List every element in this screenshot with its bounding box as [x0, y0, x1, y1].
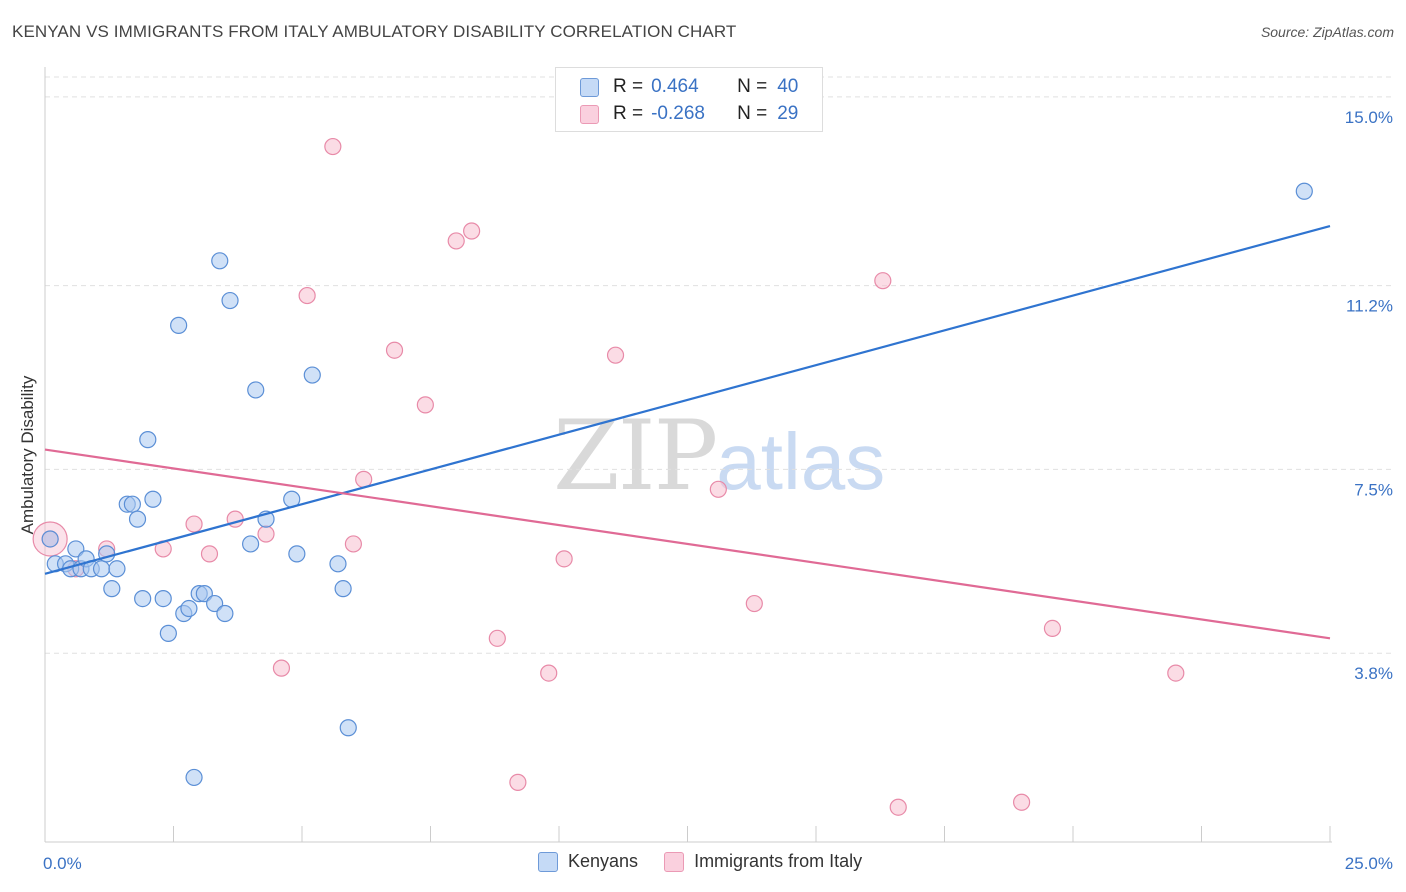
y-tick-label: 11.2% — [1346, 297, 1393, 316]
point-italy — [272, 659, 291, 677]
legend-r-label: R = — [613, 103, 644, 124]
x-tick-label: 25.0% — [1345, 854, 1393, 873]
tick-labels: 15.0% 11.2% 7.5% 3.8% 0.0% 25.0% — [43, 108, 1393, 873]
y-tick-label: 7.5% — [1354, 480, 1393, 499]
point-italy — [1012, 793, 1031, 811]
point-italy — [200, 545, 219, 563]
legend-swatch-pink — [664, 851, 685, 872]
point-italy — [540, 664, 558, 682]
point-italy — [416, 396, 434, 414]
source-label: Source: ZipAtlas.com — [1260, 24, 1394, 40]
point-kenyan — [170, 316, 188, 334]
legend-r-label: R = — [613, 76, 644, 97]
legend-item-italy[interactable]: Immigrants from Italy — [664, 851, 862, 872]
point-kenyan — [123, 495, 141, 513]
legend-swatch-blue — [538, 851, 558, 872]
trend-line-kenyans — [44, 224, 1331, 575]
point-kenyan — [108, 560, 126, 578]
point-kenyan — [67, 540, 85, 558]
point-kenyan — [334, 580, 352, 598]
grid — [45, 76, 1392, 654]
legend-swatch-pink — [580, 104, 599, 124]
legend-row-italy: R = -0.268 N = 29 — [580, 101, 798, 127]
point-kenyan — [242, 535, 260, 553]
y-tick-label: 3.8% — [1354, 664, 1393, 683]
point-italy — [874, 272, 892, 290]
y-tick-label: 15.0% — [1345, 108, 1393, 127]
point-kenyan — [154, 589, 172, 608]
trend-lines — [44, 224, 1331, 640]
point-italy — [709, 480, 727, 498]
point-italy — [555, 550, 573, 568]
legend-swatch-blue — [580, 77, 599, 97]
point-kenyan — [103, 580, 121, 598]
trend-line-italy — [44, 448, 1331, 640]
point-kenyan — [195, 585, 213, 603]
point-kenyan — [288, 545, 306, 563]
legend-n-label: N = — [737, 76, 768, 97]
point-kenyan — [221, 291, 239, 310]
point-italy — [1167, 664, 1185, 682]
chart-title: KENYAN VS IMMIGRANTS FROM ITALY AMBULATO… — [12, 22, 737, 41]
point-kenyan — [216, 604, 234, 623]
point-kenyan — [329, 555, 347, 573]
point-kenyan — [41, 530, 59, 548]
watermark-zip: ZIP — [553, 400, 718, 512]
legend-n-value: 29 — [777, 103, 799, 124]
point-italy — [745, 594, 763, 613]
stats-legend: R = 0.464 N = 40 R = -0.268 N = 29 — [555, 67, 823, 132]
legend-label-kenyans: Kenyans — [568, 851, 639, 871]
point-kenyan — [128, 510, 147, 528]
point-kenyan — [303, 366, 321, 384]
y-axis-label: Ambulatory Disability — [18, 375, 37, 535]
point-italy — [488, 629, 506, 647]
point-kenyan — [206, 594, 224, 613]
point-italy — [606, 346, 625, 364]
point-kenyan — [139, 431, 157, 449]
point-kenyan — [247, 381, 265, 399]
point-italy — [298, 286, 316, 305]
legend-label-italy: Immigrants from Italy — [694, 851, 863, 871]
legend-item-kenyans[interactable]: Kenyans — [538, 851, 638, 872]
point-italy — [385, 341, 404, 359]
point-italy — [185, 515, 203, 533]
point-italy — [447, 232, 465, 250]
point-kenyan — [211, 252, 229, 270]
point-italy — [1043, 619, 1062, 637]
point-kenyan — [339, 719, 357, 737]
point-italy — [889, 798, 907, 816]
axes — [44, 67, 1332, 843]
point-italy — [344, 535, 362, 553]
point-kenyan — [180, 599, 198, 618]
legend-n-label: N = — [737, 103, 768, 124]
point-kenyan — [1295, 182, 1313, 200]
watermark: ZIPatlas — [553, 400, 885, 512]
x-tick-label: 0.0% — [43, 854, 82, 873]
series-kenyans — [41, 182, 1313, 787]
point-kenyan — [144, 490, 162, 508]
point-italy — [509, 773, 527, 791]
watermark-atlas: atlas — [716, 417, 886, 506]
legend-r-value: 0.464 — [651, 76, 699, 97]
point-italy — [463, 222, 481, 240]
series-immigrants-from-italy — [32, 137, 1185, 816]
point-italy — [324, 137, 342, 156]
point-kenyan — [185, 768, 203, 787]
series-legend: Kenyans Immigrants from Italy — [538, 851, 888, 872]
point-kenyan — [134, 589, 152, 608]
point-kenyan — [92, 560, 111, 578]
point-italy — [257, 525, 275, 543]
legend-r-value: -0.268 — [651, 103, 705, 124]
legend-row-kenyans: R = 0.464 N = 40 — [580, 74, 798, 100]
legend-n-value: 40 — [777, 76, 799, 97]
point-kenyan — [159, 624, 177, 642]
